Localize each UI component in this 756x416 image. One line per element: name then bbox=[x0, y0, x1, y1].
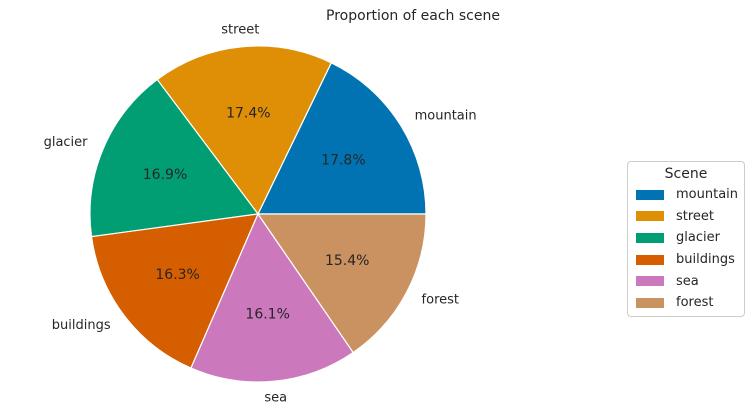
legend-item-street: street bbox=[628, 206, 744, 228]
legend-item-buildings: buildings bbox=[628, 249, 744, 271]
pie-slice-sea bbox=[190, 212, 355, 383]
legend-swatch-sea bbox=[636, 276, 664, 287]
legend-swatch-street bbox=[636, 211, 664, 222]
legend-item-glacier: glacier bbox=[628, 227, 744, 249]
pct-label-buildings: 16.3% bbox=[155, 267, 199, 283]
pie-slice-forest bbox=[256, 213, 427, 354]
pct-label-mountain: 17.8% bbox=[321, 152, 365, 168]
category-label-street: street bbox=[221, 23, 259, 38]
legend-label-forest: forest bbox=[676, 295, 714, 311]
category-label-forest: forest bbox=[422, 293, 459, 308]
legend-items: mountain street glacier buildings sea forest bbox=[628, 184, 744, 314]
legend-swatch-forest bbox=[636, 297, 664, 308]
legend-label-mountain: mountain bbox=[676, 187, 739, 203]
legend-label-street: street bbox=[676, 208, 715, 224]
category-label-glacier: glacier bbox=[44, 135, 89, 150]
category-label-buildings: buildings bbox=[52, 318, 111, 333]
legend: Scene mountain street glacier buildings sea f… bbox=[627, 161, 745, 317]
category-label-mountain: mountain bbox=[415, 108, 477, 123]
pie-slice-glacier bbox=[89, 78, 260, 238]
pct-label-glacier: 16.9% bbox=[143, 167, 187, 183]
legend-item-mountain: mountain bbox=[628, 184, 744, 206]
pie-slice-mountain bbox=[257, 62, 427, 215]
legend-item-forest: forest bbox=[628, 292, 744, 314]
legend-title: Scene bbox=[664, 166, 708, 182]
chart-title: Proportion of each scene bbox=[326, 8, 500, 24]
legend-item-sea: sea bbox=[628, 270, 744, 292]
legend-swatch-buildings bbox=[636, 254, 664, 265]
category-label-sea: sea bbox=[264, 390, 287, 405]
legend-label-sea: sea bbox=[676, 273, 699, 289]
legend-swatch-glacier bbox=[636, 232, 664, 243]
legend-label-buildings: buildings bbox=[676, 252, 735, 268]
pct-label-forest: 15.4% bbox=[325, 253, 369, 269]
pie-slice-buildings bbox=[90, 213, 259, 369]
pie-slice-street bbox=[156, 45, 333, 216]
pct-label-street: 17.4% bbox=[226, 106, 270, 122]
legend-swatch-mountain bbox=[636, 189, 664, 200]
legend-label-glacier: glacier bbox=[676, 230, 720, 246]
pct-label-sea: 16.1% bbox=[245, 306, 289, 322]
